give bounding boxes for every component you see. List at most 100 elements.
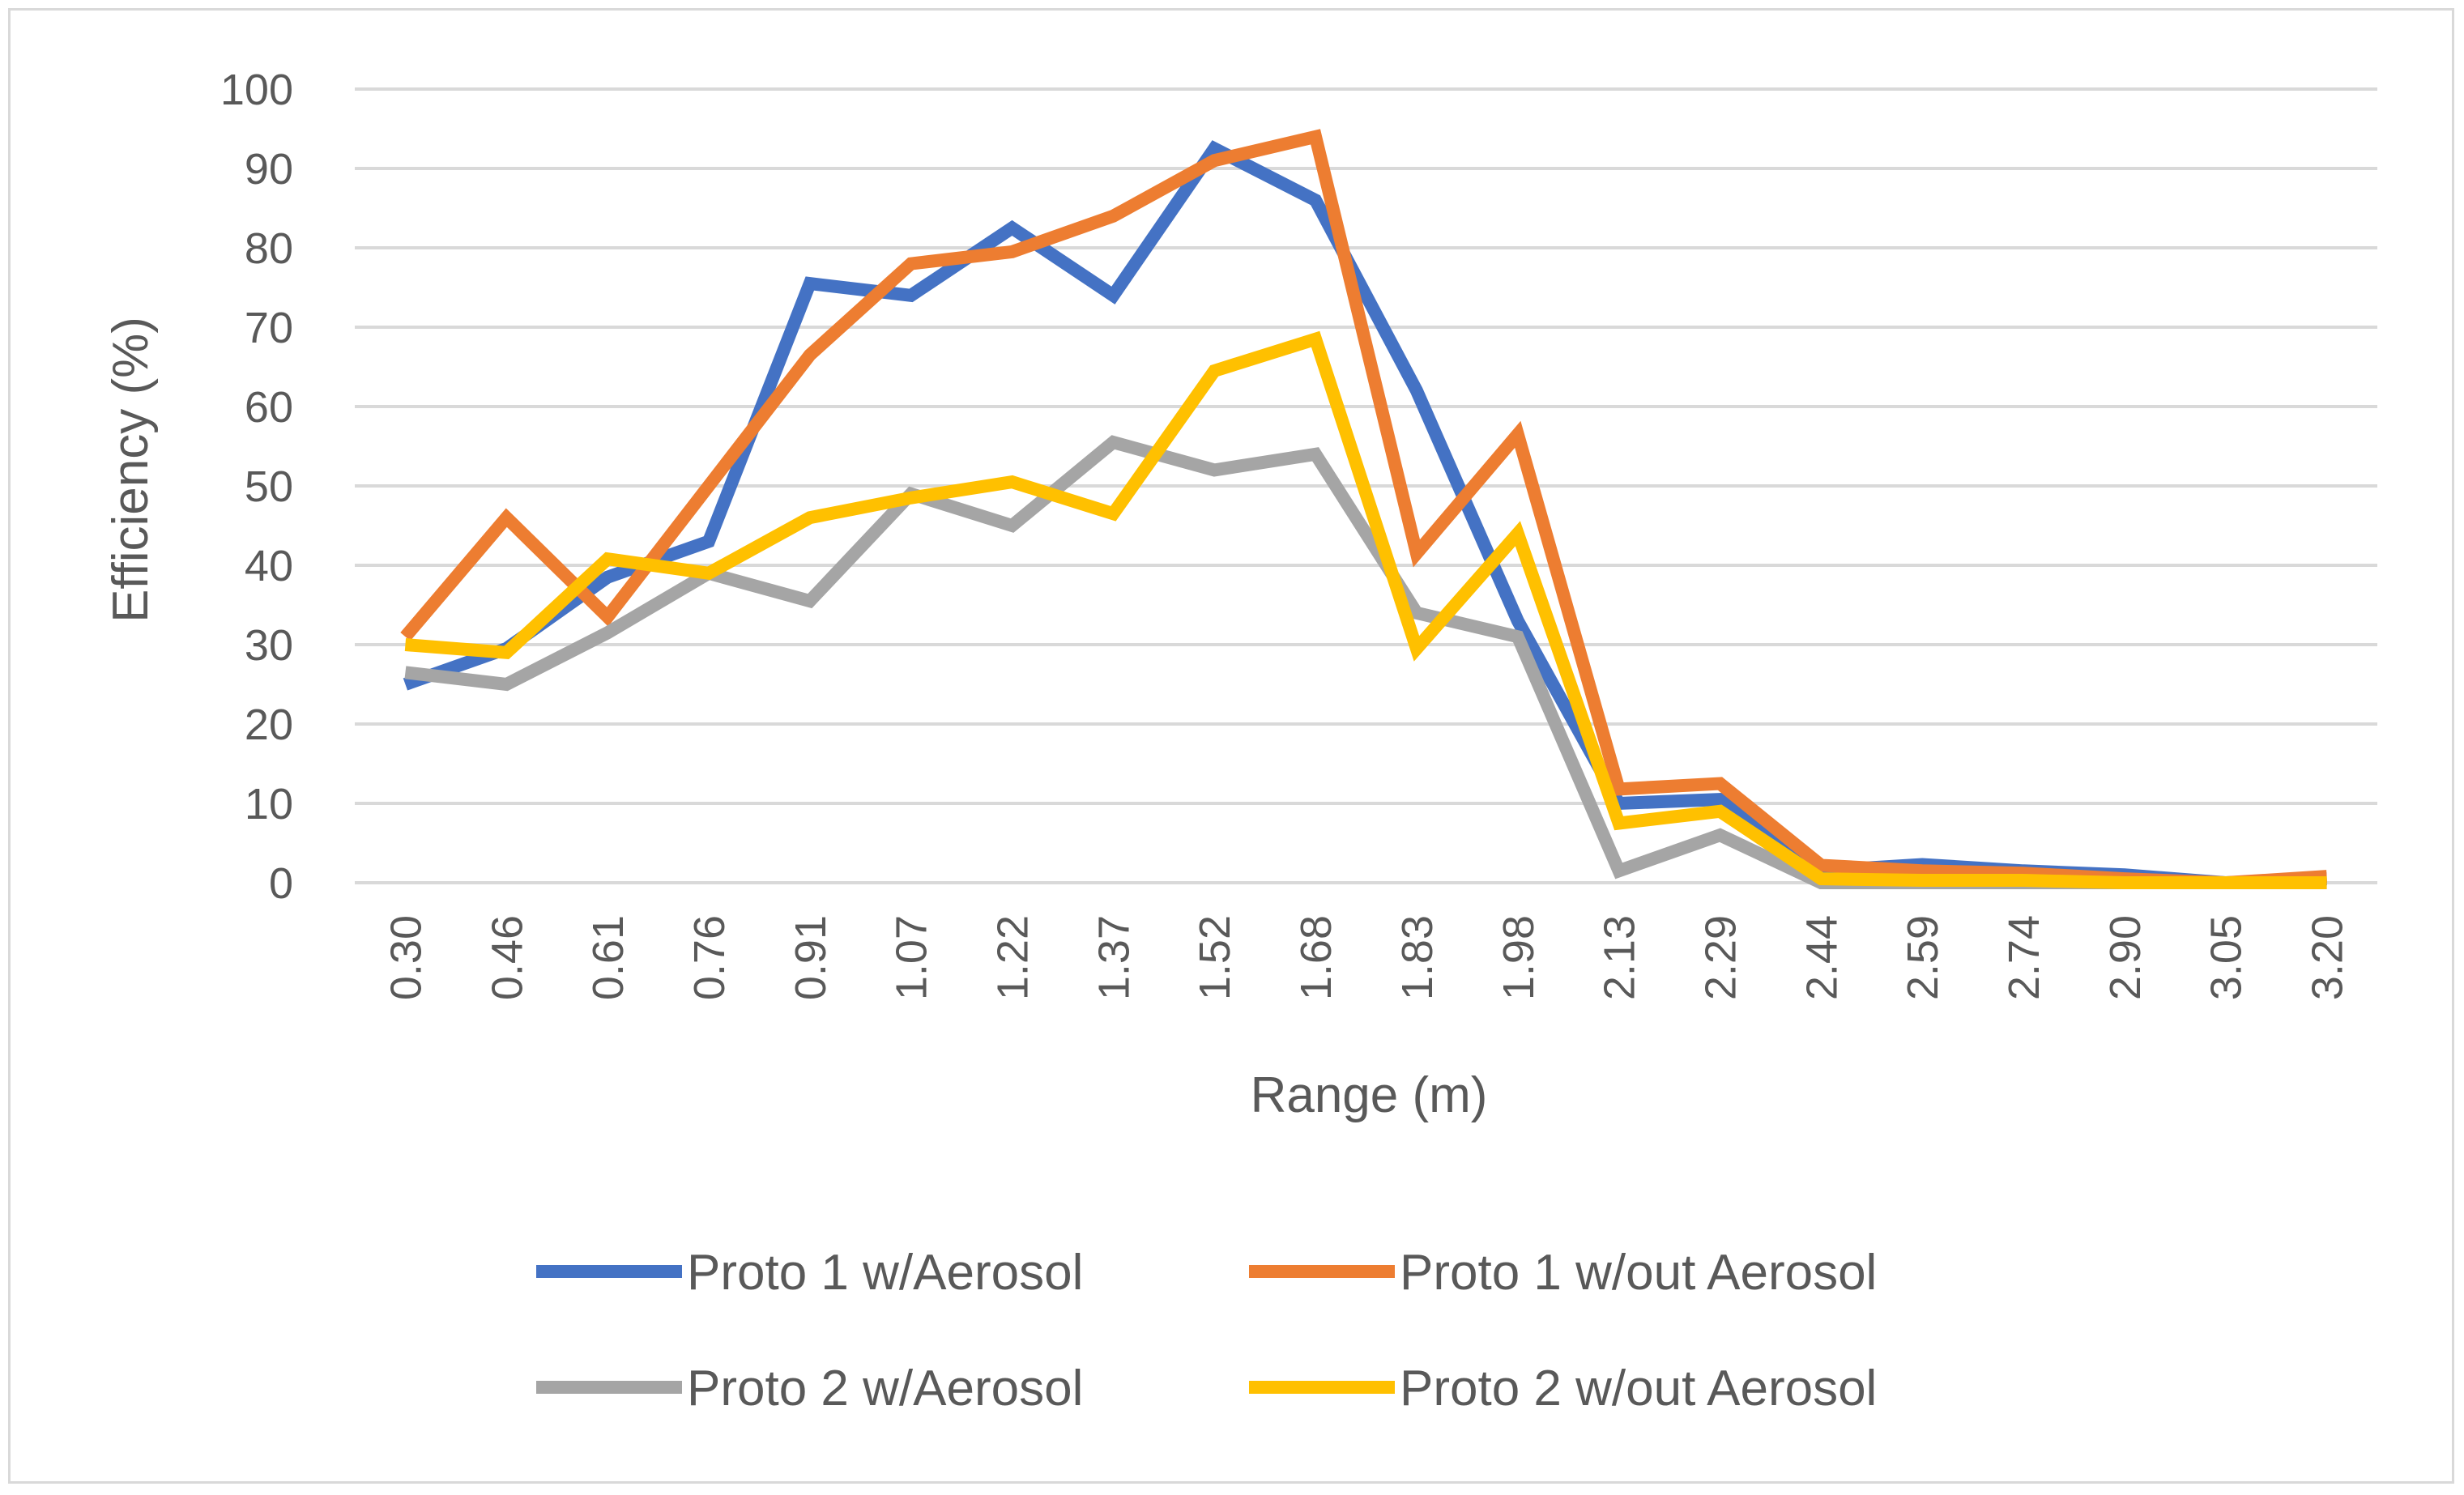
- data-point: [706, 483, 711, 488]
- y-tick-label: 70: [245, 304, 293, 352]
- data-point: [1010, 249, 1015, 254]
- x-tick-label: 1.68: [1292, 915, 1341, 1000]
- x-axis-ticks: 0.30 0.46 0.61 0.76 0.91 1.07 1.22 1.37 1.52 1.68…: [382, 915, 2351, 1000]
- legend: Proto 1 w/Aerosol Proto 1 w/out Aerosol Pr…: [536, 1245, 1877, 1416]
- data-point: [1212, 467, 1217, 472]
- data-point: [1717, 833, 1722, 837]
- y-tick-label: 20: [245, 701, 293, 749]
- data-point: [1111, 214, 1115, 219]
- legend-item: Proto 2 w/out Aerosol: [1249, 1361, 1877, 1416]
- series-line: [400, 129, 2328, 890]
- data-point: [1717, 782, 1722, 786]
- data-point: [605, 615, 610, 620]
- data-point: [1717, 809, 1722, 814]
- data-point: [808, 281, 812, 286]
- data-point: [605, 575, 610, 580]
- legend-item: Proto 1 w/out Aerosol: [1249, 1245, 1877, 1301]
- data-point: [504, 682, 509, 687]
- data-point: [909, 293, 914, 298]
- data-point: [1818, 862, 1823, 867]
- y-tick-label: 0: [269, 859, 293, 908]
- data-point: [504, 650, 509, 655]
- x-tick-label: 0.61: [584, 915, 633, 1000]
- data-point: [605, 556, 610, 561]
- legend-label: Proto 1 w/Aerosol: [687, 1245, 1083, 1301]
- data-point: [1818, 876, 1823, 881]
- data-point: [2325, 880, 2330, 885]
- data-point: [1717, 797, 1722, 802]
- y-tick-label: 90: [245, 145, 293, 194]
- data-point: [1010, 226, 1015, 231]
- data-point: [808, 352, 812, 357]
- data-point: [1010, 479, 1015, 484]
- data-point: [1010, 523, 1015, 528]
- data-point: [706, 539, 711, 544]
- data-point: [504, 515, 509, 520]
- data-point: [1515, 432, 1520, 437]
- data-point: [403, 670, 407, 675]
- x-tick-label: 2.44: [1797, 915, 1846, 1000]
- data-point: [2122, 880, 2127, 885]
- data-point: [1414, 388, 1419, 393]
- data-point: [1617, 868, 1622, 873]
- x-tick-label: 1.22: [989, 915, 1038, 1000]
- data-point: [1111, 511, 1115, 516]
- x-tick-label: 0.76: [685, 915, 734, 1000]
- data-point: [1414, 551, 1419, 556]
- x-tick-label: 3.20: [2304, 915, 2352, 1000]
- data-point: [909, 262, 914, 266]
- data-point: [1111, 440, 1115, 445]
- series-line: [404, 330, 2327, 889]
- x-tick-label: 3.05: [2202, 915, 2251, 1000]
- y-tick-label: 50: [245, 462, 293, 511]
- data-point: [403, 642, 407, 647]
- data-point: [1515, 619, 1520, 624]
- data-point: [1313, 452, 1318, 457]
- data-point: [2223, 880, 2228, 885]
- data-point: [808, 515, 812, 520]
- data-point: [1111, 293, 1115, 298]
- x-tick-label: 0.91: [787, 915, 835, 1000]
- y-tick-label: 40: [245, 542, 293, 590]
- chart-frame: [8, 8, 2454, 1484]
- legend-label: Proto 1 w/out Aerosol: [1400, 1245, 1877, 1301]
- y-tick-label: 100: [220, 66, 293, 114]
- data-point: [1212, 158, 1217, 163]
- y-tick-label: 60: [245, 383, 293, 432]
- data-point: [1617, 786, 1622, 791]
- y-tick-label: 30: [245, 621, 293, 670]
- legend-label: Proto 2 w/Aerosol: [687, 1361, 1083, 1416]
- x-tick-label: 2.29: [1696, 915, 1745, 1000]
- data-point: [1920, 878, 1925, 883]
- y-tick-label: 80: [245, 224, 293, 273]
- series-2: [400, 129, 2328, 890]
- x-tick-label: 0.30: [382, 915, 430, 1000]
- data-point: [808, 598, 812, 603]
- data-point: [1212, 147, 1217, 151]
- data-point: [1515, 531, 1520, 536]
- data-point: [706, 571, 711, 576]
- y-tick-label: 10: [245, 780, 293, 828]
- x-tick-label: 0.46: [483, 915, 531, 1000]
- y-axis-title: Efficiency (%): [103, 317, 159, 623]
- x-tick-label: 1.37: [1089, 915, 1138, 1000]
- x-tick-label: 1.98: [1494, 915, 1543, 1000]
- series-lines: [400, 129, 2330, 890]
- x-tick-label: 2.59: [1899, 915, 1947, 1000]
- data-point: [1313, 337, 1318, 342]
- data-point: [1414, 646, 1419, 651]
- x-tick-label: 1.83: [1393, 915, 1442, 1000]
- data-point: [605, 630, 610, 635]
- data-point: [1313, 198, 1318, 202]
- x-tick-label: 1.07: [888, 915, 936, 1000]
- x-tick-label: 2.74: [2000, 915, 2048, 1000]
- data-point: [1920, 868, 1925, 873]
- data-point: [1313, 134, 1318, 139]
- y-axis-ticks: 0 10 20 30 40 50 60 70 80 90 100: [220, 66, 293, 908]
- data-point: [1515, 634, 1520, 639]
- x-axis-title: Range (m): [1251, 1067, 1488, 1123]
- legend-item: Proto 2 w/Aerosol: [536, 1361, 1083, 1416]
- data-point: [1617, 821, 1622, 826]
- series-4: [403, 330, 2330, 889]
